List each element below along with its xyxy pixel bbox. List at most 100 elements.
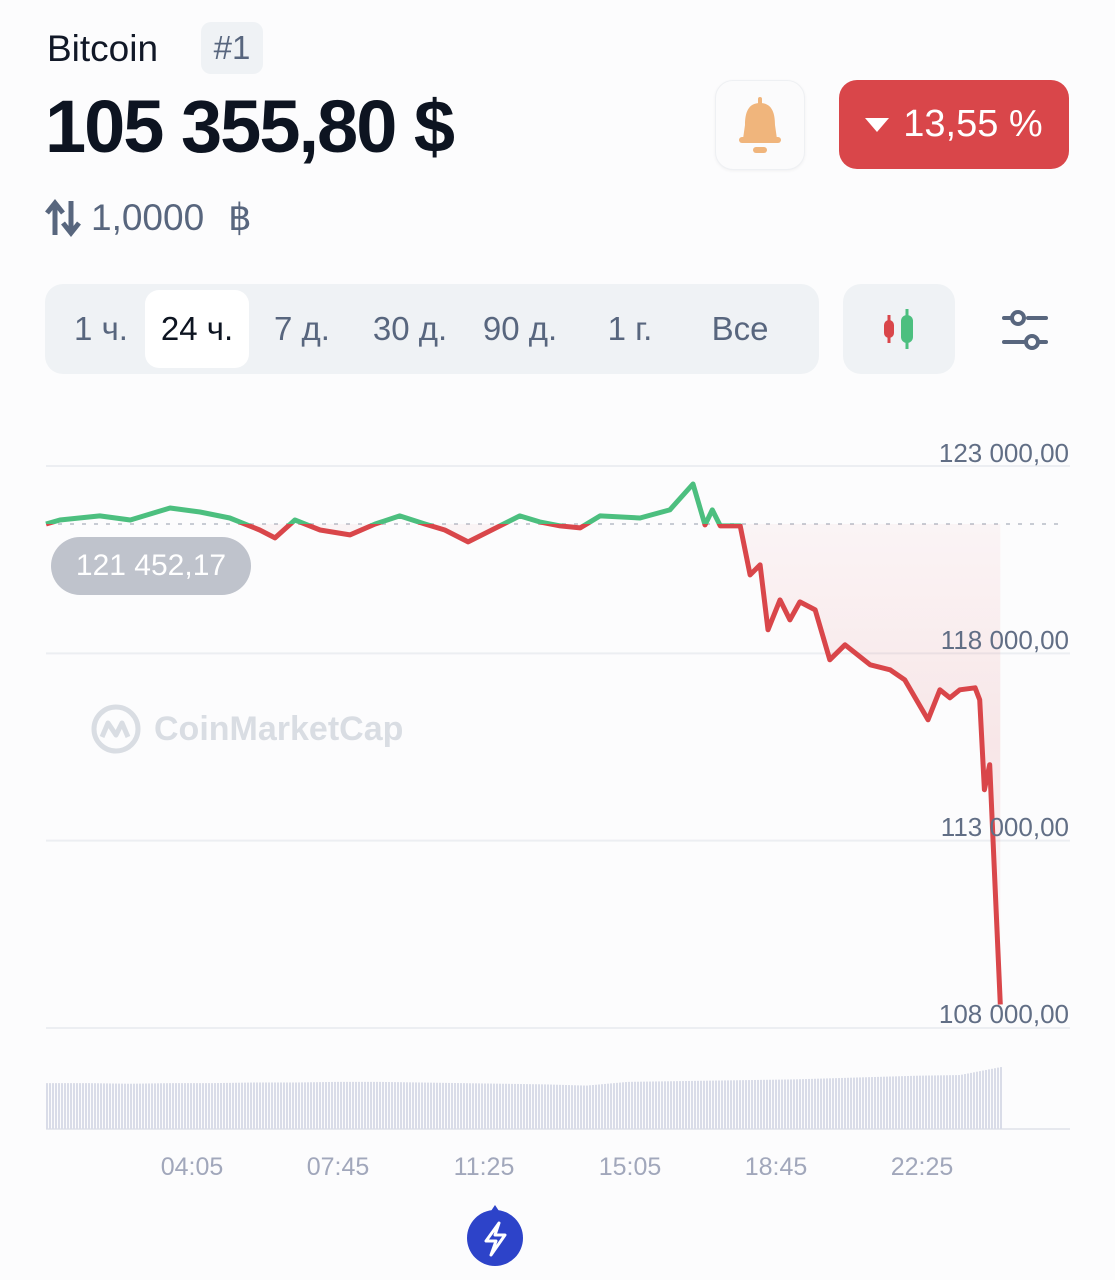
volume-bar [424, 1082, 426, 1129]
volume-bar [577, 1085, 579, 1129]
volume-bar [595, 1084, 597, 1129]
volume-bar [61, 1083, 63, 1129]
converter-amount: 1,0000 [91, 196, 205, 238]
volume-bar [358, 1081, 360, 1129]
volume-bar [283, 1082, 285, 1129]
volume-bar [316, 1082, 318, 1129]
volume-bar [841, 1077, 843, 1129]
volume-bar [409, 1082, 411, 1129]
volume-bar [310, 1082, 312, 1129]
tab-all[interactable]: Все [711, 310, 769, 347]
volume-bar [178, 1083, 180, 1129]
volume-bar [325, 1082, 327, 1129]
volume-bar [589, 1085, 591, 1129]
volume-bar [142, 1083, 144, 1129]
volume-bar [670, 1081, 672, 1129]
volume-bar [853, 1077, 855, 1129]
volume-bar [934, 1075, 936, 1129]
converter-symbol: ฿ [228, 197, 252, 238]
volume-bar [628, 1081, 630, 1129]
volume-bar [205, 1083, 207, 1129]
price-alert-button[interactable] [715, 80, 805, 170]
volume-bar [475, 1083, 477, 1129]
volume-bar [451, 1082, 453, 1129]
volume-bar [49, 1083, 51, 1129]
chart-type-toggle[interactable] [843, 284, 955, 374]
volume-bar [727, 1080, 729, 1129]
volume-bar [388, 1082, 390, 1129]
y-tick-label: 118 000,00 [940, 625, 1069, 655]
volume-bar [181, 1083, 183, 1129]
volume-bar [139, 1083, 141, 1129]
volume-bar [994, 1068, 996, 1129]
volume-bar [997, 1067, 999, 1129]
volume-bar [910, 1075, 912, 1129]
news-event-button[interactable] [466, 1205, 524, 1267]
volume-bar [610, 1083, 612, 1129]
volume-bar [760, 1079, 762, 1129]
volume-bar [838, 1078, 840, 1129]
volume-bar [919, 1075, 921, 1129]
coinmarketcap-watermark: CoinMarketCap [90, 703, 403, 755]
tab-1y[interactable]: 1 г. [607, 310, 653, 347]
volume-bar [886, 1076, 888, 1129]
volume-bar [379, 1081, 381, 1129]
volume-bar [775, 1079, 777, 1129]
volume-bar [328, 1082, 330, 1129]
volume-bar [733, 1080, 735, 1129]
volume-bar [529, 1084, 531, 1129]
volume-bar [340, 1081, 342, 1129]
tab-30d[interactable]: 30 д. [372, 310, 448, 347]
volume-bar [574, 1085, 576, 1129]
volume-bar [664, 1081, 666, 1129]
volume-bar [238, 1082, 240, 1129]
volume-bar [415, 1082, 417, 1129]
volume-bar [478, 1083, 480, 1129]
tab-1h[interactable]: 1 ч. [74, 310, 128, 347]
volume-bar [721, 1080, 723, 1129]
volume-bar [802, 1079, 804, 1129]
volume-bar [526, 1084, 528, 1129]
baseline-price-label: 121 452,17 [51, 537, 251, 595]
x-tick-label: 07:45 [306, 1153, 370, 1181]
price-line-up [45, 481, 742, 524]
volume-bar [688, 1080, 690, 1129]
volume-bar [232, 1082, 234, 1129]
x-tick-label: 11:25 [453, 1153, 515, 1181]
volume-bar [850, 1077, 852, 1129]
volume-bar [544, 1084, 546, 1129]
volume-bar [655, 1081, 657, 1129]
volume-bar [844, 1077, 846, 1129]
volume-bar [829, 1078, 831, 1129]
volume-bar [412, 1082, 414, 1129]
volume-bar [712, 1080, 714, 1129]
chart-settings-button[interactable] [995, 300, 1055, 360]
volume-bar [499, 1083, 501, 1129]
volume-bar [190, 1083, 192, 1129]
volume-bar [787, 1079, 789, 1129]
volume-bar [550, 1084, 552, 1129]
volume-bar [52, 1083, 54, 1129]
candlestick-icon [884, 309, 913, 349]
currency-converter[interactable]: 1,0000 ฿ [45, 196, 252, 239]
volume-bar [241, 1082, 243, 1129]
volume-bar [124, 1083, 126, 1129]
volume-bar [208, 1083, 210, 1129]
volume-bar [979, 1071, 981, 1129]
volume-bar [778, 1079, 780, 1129]
caret-down-icon [865, 117, 890, 132]
volume-bar [466, 1083, 468, 1129]
volume-bar [436, 1082, 438, 1129]
volume-bar [643, 1081, 645, 1129]
tab-7d[interactable]: 7 д. [274, 310, 330, 347]
volume-bar [691, 1080, 693, 1129]
volume-bar [718, 1080, 720, 1129]
volume-bar [418, 1082, 420, 1129]
tab-24h[interactable]: 24 ч. [145, 290, 249, 368]
volume-bar [508, 1083, 510, 1129]
volume-bar [982, 1070, 984, 1129]
volume-bar [724, 1080, 726, 1129]
volume-bar [457, 1083, 459, 1129]
tab-90d[interactable]: 90 д. [482, 310, 558, 347]
